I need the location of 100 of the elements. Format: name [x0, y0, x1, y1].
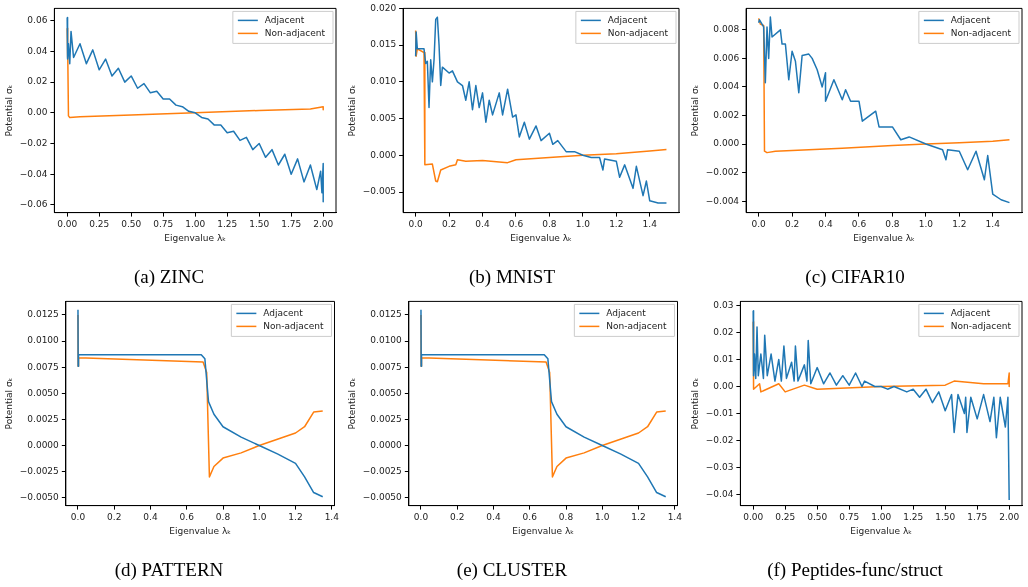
- x-tick-label: 0.4: [818, 219, 833, 230]
- y-tick-label: 0.0000: [370, 439, 403, 450]
- x-axis-title: Eigenvalue λₖ: [510, 233, 573, 244]
- x-tick-label: 1.2: [631, 512, 646, 523]
- y-tick-label: 0.0075: [370, 361, 402, 372]
- text: (d) PATTERN: [114, 558, 224, 581]
- x-tick-label: 1.4: [324, 512, 340, 523]
- legend-label: Non-adjacent: [607, 27, 669, 38]
- x-axis-title: Eigenvalue λₖ: [164, 233, 227, 244]
- x-tick-label: 1.75: [967, 512, 988, 523]
- x-tick-label: 1.0: [575, 219, 591, 230]
- x-tick-label: 1.25: [217, 219, 238, 230]
- x-tick-label: 0.0: [413, 512, 429, 523]
- text: (f) Peptides-func/struct: [767, 558, 944, 581]
- y-tick-label: −0.0025: [19, 466, 59, 476]
- y-tick-label: 0.00: [27, 107, 48, 118]
- x-tick-label: 0.2: [784, 219, 800, 230]
- y-axis-title: Potential σₖ: [689, 377, 700, 430]
- y-tick-label: 0.04: [27, 45, 48, 56]
- y-tick-label: 0.02: [27, 76, 48, 87]
- x-tick-label: 0.2: [441, 219, 457, 230]
- x-tick-label: 2.00: [313, 219, 334, 230]
- y-tick-label: 0.000: [370, 149, 397, 160]
- y-tick-label: 0.015: [370, 39, 397, 50]
- legend-label: Non-adjacent: [263, 320, 324, 331]
- y-tick-label: −0.004: [705, 195, 740, 206]
- y-tick-label: 0.006: [713, 52, 740, 63]
- x-tick-label: 0.00: [743, 512, 764, 523]
- x-tick-label: 0.75: [839, 512, 860, 523]
- x-axis-title: Eigenvalue λₖ: [853, 233, 916, 244]
- x-tick-label: 0.2: [450, 512, 465, 523]
- y-tick-label: 0.0125: [27, 309, 59, 320]
- text: (a) ZINC: [133, 265, 205, 288]
- x-axis-title: Eigenvalue λₖ: [512, 526, 575, 537]
- y-tick-label: 0.008: [713, 24, 740, 35]
- y-tick-label: −0.04: [19, 168, 48, 179]
- x-tick-label: 0.8: [885, 219, 900, 230]
- legend-label: Non-adjacent: [950, 27, 1012, 38]
- y-axis-title: Potential σₖ: [3, 377, 14, 430]
- x-tick-label: 0.8: [542, 219, 557, 230]
- x-tick-label: 1.50: [935, 512, 956, 523]
- legend-label: Non-adjacent: [950, 320, 1012, 331]
- y-tick-label: −0.02: [705, 434, 734, 445]
- y-tick-label: −0.06: [19, 199, 48, 210]
- legend-label: Adjacent: [607, 14, 648, 25]
- y-tick-label: 0.02: [713, 326, 734, 337]
- y-tick-label: 0.0025: [370, 413, 402, 424]
- y-axis-title: Potential σₖ: [689, 84, 700, 137]
- legend-label: Adjacent: [950, 307, 991, 318]
- x-tick-label: 1.25: [903, 512, 924, 523]
- y-tick-label: −0.0050: [362, 492, 403, 503]
- y-tick-label: 0.0100: [370, 335, 403, 346]
- x-tick-label: 0.0: [70, 512, 86, 523]
- text: (c) CIFAR10: [805, 265, 905, 288]
- x-tick-label: 0.4: [143, 512, 158, 523]
- y-tick-label: 0.020: [370, 2, 397, 13]
- x-tick-label: 1.4: [667, 512, 683, 523]
- x-tick-label: 1.75: [281, 219, 302, 230]
- y-tick-label: −0.04: [705, 488, 734, 499]
- x-tick-label: 1.4: [985, 219, 1001, 230]
- legend-label: Adjacent: [264, 14, 305, 25]
- y-tick-label: 0.0025: [27, 413, 59, 424]
- y-tick-label: 0.010: [370, 76, 397, 87]
- legend-label: Non-adjacent: [264, 27, 326, 38]
- y-tick-label: 0.0050: [27, 387, 60, 398]
- x-tick-label: 0.25: [775, 512, 796, 523]
- y-tick-label: −0.005: [362, 186, 397, 197]
- y-tick-label: 0.002: [713, 109, 740, 120]
- x-tick-label: 0.6: [851, 219, 867, 230]
- x-tick-label: 1.50: [249, 219, 270, 230]
- y-tick-label: −0.0050: [19, 492, 60, 503]
- x-axis-title: Eigenvalue λₖ: [850, 526, 913, 537]
- y-tick-label: −0.02: [19, 137, 48, 148]
- x-tick-label: 0.0: [751, 219, 767, 230]
- y-tick-label: 0.00: [713, 380, 734, 391]
- y-tick-label: 0.03: [713, 299, 734, 310]
- y-tick-label: 0.000: [713, 138, 740, 149]
- x-tick-label: 0.4: [486, 512, 501, 523]
- text: (e) CLUSTER: [456, 558, 568, 581]
- x-tick-label: 0.75: [153, 219, 174, 230]
- y-tick-label: 0.0050: [370, 387, 403, 398]
- x-tick-label: 2.00: [999, 512, 1020, 523]
- y-tick-label: 0.0000: [27, 439, 60, 450]
- legend-label: Adjacent: [950, 14, 991, 25]
- y-tick-label: 0.0100: [27, 335, 60, 346]
- x-tick-label: 0.6: [179, 512, 195, 523]
- y-tick-label: 0.004: [713, 81, 740, 92]
- x-tick-label: 0.6: [508, 219, 524, 230]
- x-tick-label: 0.4: [475, 219, 490, 230]
- x-tick-label: 0.8: [558, 512, 574, 523]
- x-tick-label: 1.00: [871, 512, 892, 523]
- y-axis-title: Potential σₖ: [346, 84, 357, 137]
- x-axis-title: Eigenvalue λₖ: [169, 526, 232, 537]
- text: (b) MNIST: [468, 265, 556, 288]
- x-tick-label: 0.50: [807, 512, 828, 523]
- x-tick-label: 1.0: [595, 512, 610, 523]
- x-tick-label: 0.0: [408, 219, 424, 230]
- legend-label: Adjacent: [606, 307, 647, 318]
- y-axis-title: Potential σₖ: [346, 377, 357, 430]
- x-tick-label: 0.2: [107, 512, 122, 523]
